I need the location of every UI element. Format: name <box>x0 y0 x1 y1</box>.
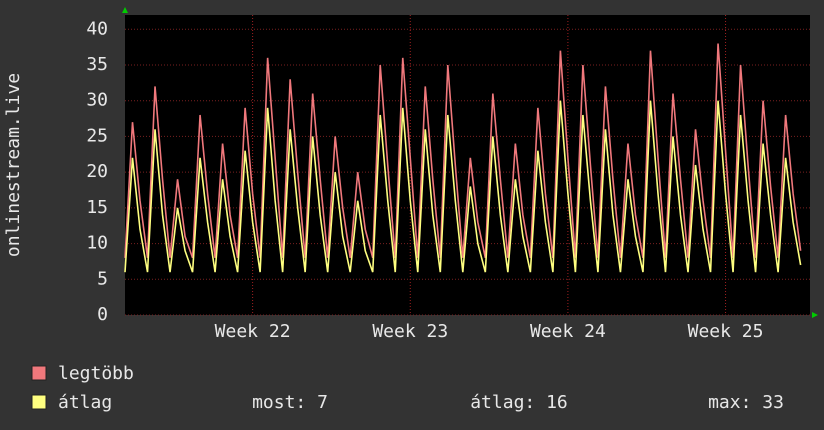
axis-arrow <box>812 312 818 318</box>
y-tick-label: 40 <box>86 18 108 39</box>
legend-swatch <box>31 394 47 410</box>
y-tick-label: 20 <box>86 161 108 182</box>
y-axis-label: onlinestream.live <box>3 73 24 257</box>
legend-label: átlag <box>58 392 112 413</box>
axis-arrow <box>122 7 128 13</box>
legend-label: legtöbb <box>58 363 134 384</box>
y-tick-label: 10 <box>86 233 108 254</box>
y-tick-label: 0 <box>97 304 108 325</box>
stat: átlag: 16 <box>470 392 568 413</box>
series-line <box>124 100 802 273</box>
x-tick-label: Week 25 <box>688 321 764 342</box>
series-line <box>124 43 802 259</box>
x-tick-label: Week 24 <box>530 321 606 342</box>
x-tick-label: Week 23 <box>372 321 448 342</box>
y-tick-label: 35 <box>86 54 108 75</box>
y-tick-label: 30 <box>86 90 108 111</box>
x-tick-label: Week 22 <box>215 321 291 342</box>
y-tick-label: 15 <box>86 197 108 218</box>
stat: most: 7 <box>252 392 328 413</box>
stat: max: 33 <box>708 392 784 413</box>
plot-area <box>125 15 810 315</box>
legend-swatch <box>31 365 47 381</box>
y-tick-label: 25 <box>86 125 108 146</box>
y-tick-label: 5 <box>97 268 108 289</box>
